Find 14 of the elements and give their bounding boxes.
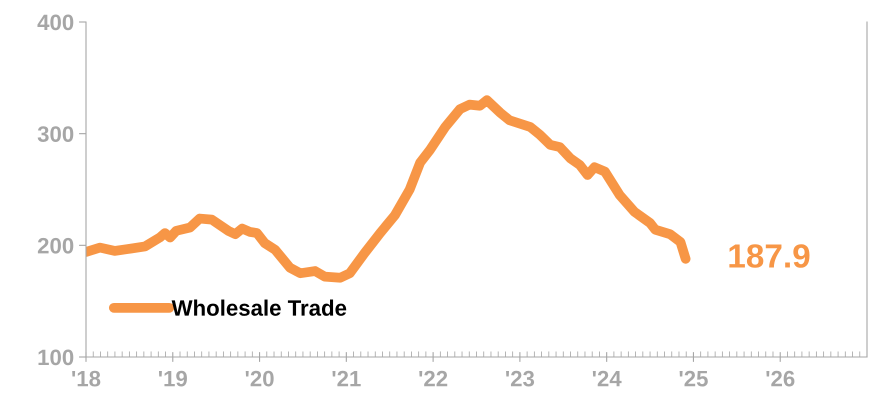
x-tick-label: '25 [680, 370, 708, 387]
x-tick-label: '22 [419, 370, 448, 386]
x-tick-label: '18 [72, 370, 100, 387]
y-tick-label: 200 [38, 238, 74, 254]
x-tick-label: '21 [332, 370, 361, 386]
y-tick-label: 300 [38, 126, 74, 142]
x-tick-label: '20 [246, 370, 274, 387]
x-tick-label: '24 [592, 370, 622, 386]
x-tick-label: '19 [158, 370, 187, 387]
x-tick-label: '23 [506, 370, 534, 387]
y-tick-label: 100 [38, 350, 74, 366]
annotation: 187.9 [729, 244, 810, 268]
y-tick-label: 400 [37, 14, 74, 30]
x-tick-label: '26 [766, 370, 794, 387]
